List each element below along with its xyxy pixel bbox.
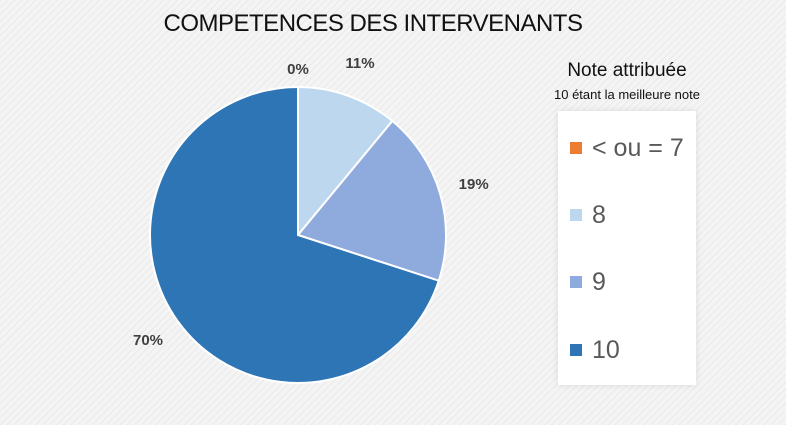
- legend-swatch-le7: [570, 142, 582, 154]
- legend-swatch-9: [570, 276, 582, 288]
- pie-slice-9: [296, 119, 447, 282]
- data-label-9: 19%: [459, 176, 489, 193]
- legend-subtitle: 10 étant la meilleure note: [554, 87, 700, 102]
- data-label-8: 11%: [345, 55, 374, 72]
- legend-swatch-8: [570, 209, 582, 221]
- chart-title: COMPETENCES DES INTERVENANTS: [163, 10, 583, 37]
- pie-slice-8: [297, 85, 394, 238]
- legend-title: Note attribuée: [567, 60, 687, 81]
- legend-item-8: 8: [570, 200, 606, 230]
- data-label-le7: 0%: [287, 61, 309, 78]
- legend-item-9: 9: [570, 267, 606, 297]
- legend-label-9: 9: [592, 267, 606, 296]
- pie-slice-10: [149, 85, 441, 384]
- legend-label-10: 10: [592, 335, 620, 364]
- legend: < ou = 7 8 9 10: [558, 111, 696, 385]
- legend-swatch-10: [570, 344, 582, 356]
- legend-item-le7: < ou = 7: [570, 133, 684, 163]
- data-label-10: 70%: [133, 332, 163, 349]
- legend-item-10: 10: [570, 335, 620, 365]
- legend-label-8: 8: [592, 200, 606, 229]
- legend-label-le7: < ou = 7: [592, 133, 684, 162]
